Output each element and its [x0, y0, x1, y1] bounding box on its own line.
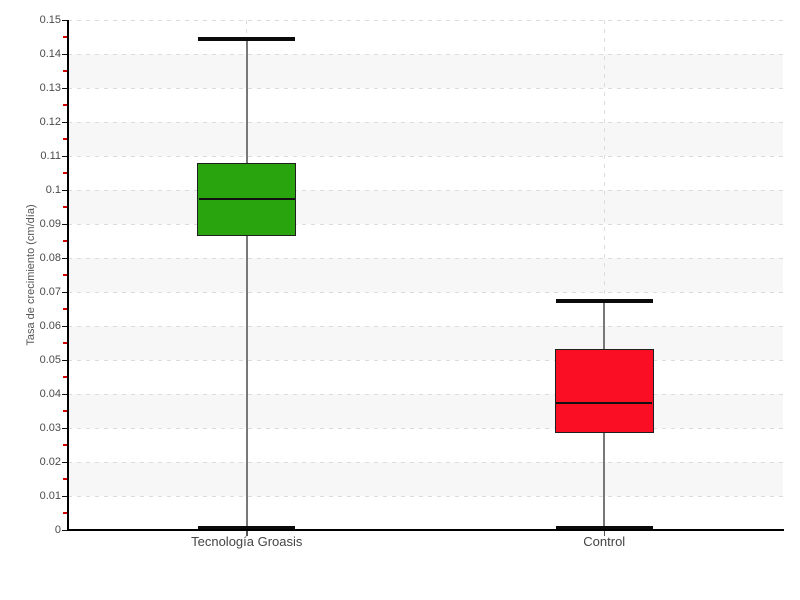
x-axis-label: Tecnología Groasis	[191, 534, 303, 549]
y-axis-minor-tick	[62, 172, 67, 174]
plot-band	[68, 326, 783, 360]
y-axis-tick-label: 0.04	[39, 388, 61, 400]
median-line	[198, 197, 295, 200]
y-axis-tick-label: 0	[54, 524, 61, 536]
y-axis-minor-tick	[62, 206, 67, 208]
y-axis-minor-tick	[62, 342, 67, 344]
gridline-vertical	[603, 20, 605, 530]
plot-band	[68, 462, 783, 496]
y-axis-tick-label: 0.13	[39, 82, 61, 94]
gridline-horizontal	[68, 326, 783, 327]
y-axis-major-tick	[61, 325, 67, 327]
y-axis-tick-label: 0.11	[40, 150, 61, 162]
y-axis-major-tick	[61, 393, 67, 395]
y-axis-minor-tick	[62, 70, 67, 72]
plot-band	[68, 122, 783, 156]
gridline-horizontal	[68, 292, 783, 293]
y-axis-minor-tick	[62, 274, 67, 276]
gridline-horizontal	[68, 122, 783, 123]
y-axis-tick-label: 0.15	[39, 14, 61, 26]
gridline-horizontal	[68, 496, 783, 497]
y-axis-tick-label: 0.12	[39, 116, 61, 128]
gridline-horizontal	[68, 156, 783, 157]
y-axis-minor-tick	[62, 104, 67, 106]
y-axis-tick-label: 0.03	[39, 422, 61, 434]
y-axis-major-tick	[61, 427, 67, 429]
y-axis-major-tick	[61, 223, 67, 225]
gridline-horizontal	[68, 258, 783, 259]
gridline-horizontal	[68, 462, 783, 463]
gridline-horizontal	[68, 428, 783, 429]
y-axis-major-tick	[61, 529, 67, 531]
y-axis-tick-label: 0.14	[39, 48, 61, 60]
x-axis-line	[66, 529, 784, 532]
y-axis-minor-tick	[62, 138, 67, 140]
y-axis-minor-tick	[62, 308, 67, 310]
y-axis-major-tick	[61, 461, 67, 463]
y-axis-minor-tick	[62, 240, 67, 242]
plot-band	[68, 394, 783, 428]
y-axis-minor-tick	[62, 478, 67, 480]
plot-area	[68, 20, 783, 531]
y-axis-tick-label: 0.05	[39, 354, 61, 366]
y-axis-minor-tick	[62, 512, 67, 514]
y-axis-tick-label: 0.1	[45, 184, 61, 196]
gridline-horizontal	[68, 224, 783, 225]
gridline-horizontal	[68, 360, 783, 361]
y-axis-major-tick	[61, 121, 67, 123]
y-axis-major-tick	[61, 87, 67, 89]
x-axis-tick	[246, 531, 248, 536]
y-axis-tick-label: 0.02	[39, 456, 61, 468]
y-axis-major-tick	[61, 19, 67, 21]
x-axis-tick	[603, 531, 605, 536]
box-control	[554, 349, 654, 434]
median-line	[556, 402, 653, 405]
y-axis-minor-tick	[62, 36, 67, 38]
y-axis-major-tick	[61, 291, 67, 293]
y-axis-minor-tick	[62, 376, 67, 378]
y-axis-tick-label: 0.07	[39, 286, 61, 298]
y-axis-tick-label: 0.01	[39, 490, 61, 502]
gridline-horizontal	[68, 54, 783, 55]
whisker-cap-bottom	[555, 526, 653, 531]
x-axis-label: Control	[583, 534, 626, 549]
whisker-cap-top	[555, 298, 653, 303]
y-axis-major-tick	[61, 359, 67, 361]
gridline-horizontal	[68, 190, 783, 191]
y-axis-major-tick	[61, 53, 67, 55]
y-axis-major-tick	[61, 257, 67, 259]
plot-band	[68, 190, 783, 224]
y-axis-tick-label: 0.08	[39, 252, 61, 264]
y-axis-minor-tick	[62, 410, 67, 412]
box-tecnolog-a-groasis	[197, 163, 297, 236]
whisker-cap-top	[198, 37, 296, 42]
y-axis-major-tick	[61, 189, 67, 191]
y-axis-tick-label: 0.06	[39, 320, 61, 332]
gridline-horizontal	[68, 20, 783, 21]
y-axis-tick-label: 0.09	[39, 218, 61, 230]
y-axis-line	[66, 20, 69, 531]
whisker-line	[245, 39, 248, 529]
plot-band	[68, 258, 783, 292]
gridline-horizontal	[68, 88, 783, 89]
whisker-cap-bottom	[198, 526, 296, 531]
y-axis-major-tick	[61, 495, 67, 497]
plot-band	[68, 54, 783, 88]
gridline-horizontal	[68, 394, 783, 395]
y-axis-major-tick	[61, 155, 67, 157]
y-axis-minor-tick	[62, 444, 67, 446]
